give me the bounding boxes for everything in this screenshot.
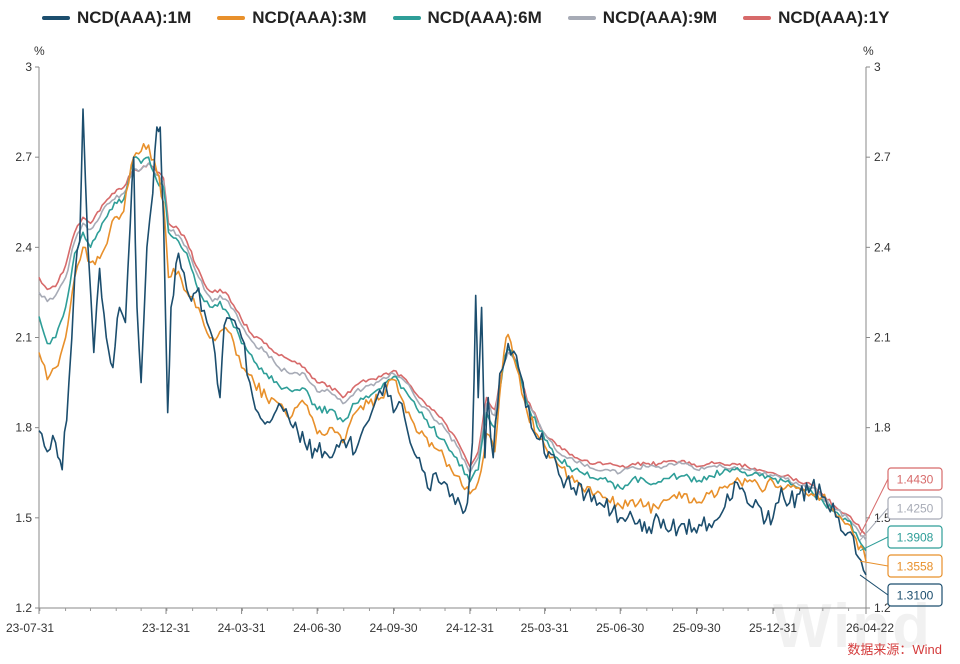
legend-swatch-6m <box>392 16 421 20</box>
series-line-4 <box>38 162 867 536</box>
callout-leader-0 <box>859 574 889 596</box>
series-line-1 <box>38 143 867 562</box>
right-y-tick-label: 1.5 <box>874 511 891 525</box>
left-y-tick-label: 3 <box>25 60 32 74</box>
x-tick-label: 24-12-31 <box>446 621 494 635</box>
right-y-tick-label: 3 <box>874 60 881 74</box>
right-y-tick-label: 1.2 <box>874 601 891 615</box>
legend-item-1m[interactable]: NCD(AAA):1M <box>42 8 191 28</box>
callout-box-4 <box>887 467 943 491</box>
x-tick-label: 25-12-31 <box>749 621 797 635</box>
callout-box-1 <box>887 554 943 578</box>
left-axis-unit: % <box>34 44 45 58</box>
left-y-tick-label: 1.2 <box>15 601 32 615</box>
left-y-tick-label: 2.1 <box>15 331 32 345</box>
x-tick-label: 25-03-31 <box>521 621 569 635</box>
right-y-tick-label: 1.8 <box>874 421 891 435</box>
callout-value-2: 1.3908 <box>897 531 934 545</box>
left-y-tick-label: 1.5 <box>15 511 32 525</box>
x-tick-label: 24-09-30 <box>370 621 418 635</box>
source-note: 数据来源：Wind <box>847 642 942 657</box>
watermark: Wind <box>773 592 932 661</box>
legend-label-1m: NCD(AAA):1M <box>77 8 192 27</box>
legend-item-9m[interactable]: NCD(AAA):9M <box>567 8 718 28</box>
callout-leader-1 <box>859 560 889 567</box>
x-tick-label: 24-03-31 <box>218 621 266 635</box>
left-y-tick-label: 2.4 <box>15 240 32 254</box>
legend-swatch-1y <box>743 16 772 20</box>
x-tick-label: 26-04-22 <box>846 621 894 635</box>
legend-item-3m[interactable]: NCD(AAA):3M <box>217 8 367 28</box>
right-axis-unit: % <box>863 44 874 58</box>
x-tick-label: 25-06-30 <box>596 621 644 635</box>
x-tick-label: 25-09-30 <box>673 621 721 635</box>
callout-leader-4 <box>859 478 889 536</box>
legend-swatch-9m <box>567 16 596 20</box>
x-tick-label: 23-07-31 <box>6 621 54 635</box>
right-y-tick-label: 2.1 <box>874 331 891 345</box>
callout-box-3 <box>887 496 943 520</box>
series-line-2 <box>38 156 867 552</box>
legend-label-3m: NCD(AAA):3M <box>252 8 367 27</box>
callout-box-2 <box>887 525 943 549</box>
legend-label-9m: NCD(AAA):9M <box>602 8 718 27</box>
legend-swatch-1m <box>42 16 70 20</box>
right-y-tick-label: 2.4 <box>874 240 891 254</box>
right-y-tick-label: 2.7 <box>874 150 891 164</box>
callout-value-3: 1.4250 <box>897 502 934 516</box>
left-y-tick-label: 2.7 <box>15 150 32 164</box>
legend-item-6m[interactable]: NCD(AAA):6M <box>392 8 542 28</box>
legend: NCD(AAA):1M NCD(AAA):3M NCD(AAA):6M NCD(… <box>42 4 890 32</box>
legend-label-6m: NCD(AAA):6M <box>427 8 542 27</box>
series-line-3 <box>38 162 867 541</box>
callout-box-0 <box>887 583 943 607</box>
callout-leader-2 <box>859 536 889 552</box>
legend-label-1y: NCD(AAA):1Y <box>778 8 890 27</box>
callout-leader-3 <box>859 507 889 541</box>
legend-item-1y[interactable]: NCD(AAA):1Y <box>743 8 890 28</box>
x-tick-label: 24-06-30 <box>293 621 341 635</box>
callout-value-0: 1.3100 <box>897 589 934 603</box>
left-y-tick-label: 1.8 <box>15 421 32 435</box>
callout-value-1: 1.3558 <box>897 560 934 574</box>
legend-swatch-3m <box>217 16 246 20</box>
callout-value-4: 1.4430 <box>897 473 934 487</box>
x-tick-label: 23-12-31 <box>142 621 190 635</box>
series-line-0 <box>38 108 867 576</box>
